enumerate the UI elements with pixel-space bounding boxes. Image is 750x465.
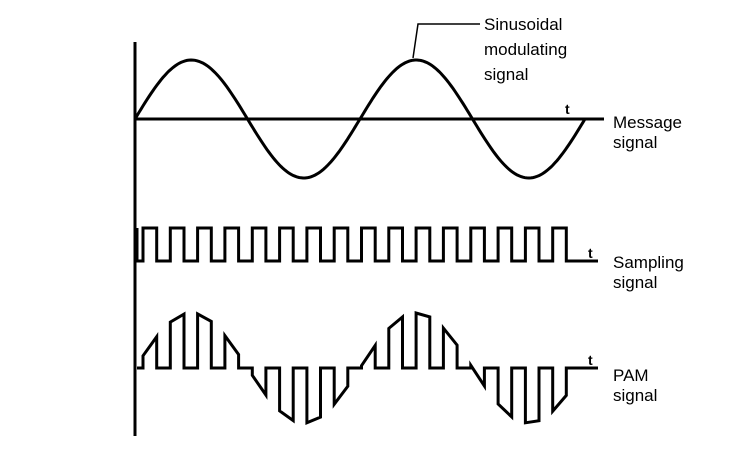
pam-time-marker: t <box>588 352 593 368</box>
message-label-line-1: Message <box>613 113 682 132</box>
message-label-line-2: signal <box>613 133 657 152</box>
sampling-signal-waveform <box>135 226 598 263</box>
sampling-label-line-1: Sampling <box>613 253 684 272</box>
message-time-marker: t <box>565 101 570 117</box>
annotation-line-2: modulating <box>484 40 567 59</box>
sinusoidal-modulating-signal <box>133 58 587 180</box>
pam-label-line-1: PAM <box>613 366 649 385</box>
pam-signal-waveform <box>137 311 598 426</box>
sampling-label-line-2: signal <box>613 273 657 292</box>
annotation-leader-line <box>412 23 480 59</box>
annotation-line-1: Sinusoidal <box>484 15 562 34</box>
pam-label-line-2: signal <box>613 386 657 405</box>
annotation-line-3: signal <box>484 65 528 84</box>
sampling-time-marker: t <box>588 245 593 261</box>
